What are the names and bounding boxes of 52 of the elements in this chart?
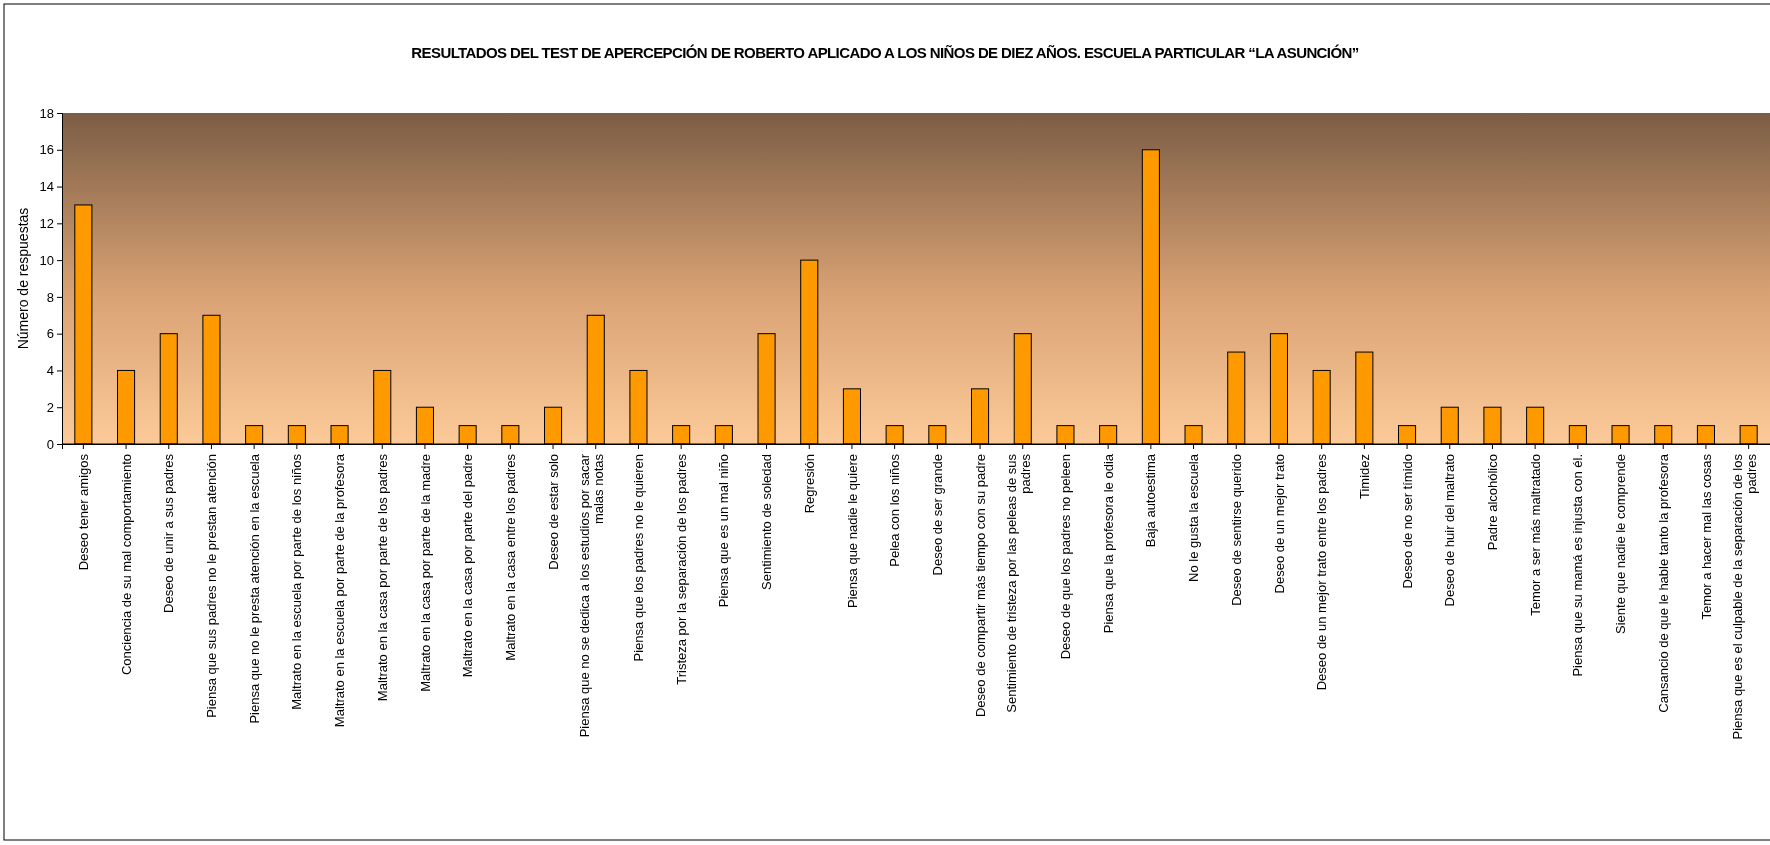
x-tick-label: Maltrato en la casa por parte de la madre — [417, 454, 433, 692]
x-tick-label: Temor a hacer mal las cosas — [1698, 453, 1714, 620]
x-tick-label: Baja autoestima — [1143, 453, 1159, 548]
x-tick-label: Siente que nadie le comprende — [1613, 454, 1629, 634]
y-tick-label: 2 — [46, 399, 54, 415]
y-axis-title: Número de respuestas — [15, 207, 31, 350]
x-tick-label: Deseo de que los padres no peleen — [1058, 454, 1073, 660]
chart-title: RESULTADOS DEL TEST DE APERCEPCIÓN DE ROBERTO APLICADO A LOS NIÑOS DE DIEZ AÑOS. ESCUELA PARTICULAR “LA ASUNCIÓN” — [411, 44, 1359, 61]
x-tick-label: Maltrato en la casa por parte de los padres — [374, 453, 390, 702]
x-tick-label: Maltrato en la casa por parte del padre — [460, 454, 476, 678]
y-tick-label: 16 — [39, 142, 54, 158]
y-tick-label: 10 — [39, 252, 54, 268]
x-tick-label: No le gusta la escuela — [1186, 453, 1202, 582]
x-tick-label: Deseo de huir del maltrato — [1442, 454, 1458, 607]
y-tick-label: 4 — [46, 363, 54, 379]
x-tick-label: Deseo de no ser tímido — [1399, 454, 1415, 589]
y-tick-label: 0 — [46, 436, 54, 452]
x-tick-label: Piensa que no se dedica a los estudios por sacar malas notas — [577, 453, 606, 738]
y-tick-label: 8 — [46, 289, 54, 305]
x-tick-label: Piensa que nadie le quiere — [844, 454, 860, 608]
x-tick-label: Deseo de unir a sus padres — [161, 453, 177, 613]
x-tick-label: Conciencia de su mal comportamiento — [118, 454, 134, 676]
x-tick-label: Deseo de estar solo — [545, 454, 561, 570]
x-tick-label: Deseo de ser grande — [929, 454, 945, 576]
x-tick-label: Sentimiento de tristeza por las peleas de sus padres — [1004, 453, 1033, 713]
x-tick-label: Tristeza por la separación de los padres — [673, 453, 689, 685]
x-tick-label: Timidez — [1356, 454, 1372, 500]
y-tick-label: 14 — [39, 179, 54, 195]
x-tick-label: Maltrato en la escuela por parte de los niños — [289, 453, 305, 710]
x-tick-label: Cansancio de que le hable tanto la profesora — [1655, 453, 1671, 713]
x-tick-label: Deseo de un mejor trato — [1271, 454, 1287, 594]
x-tick-label: Temor a ser más maltratado — [1527, 454, 1543, 616]
x-tick-label: Maltrato en la escuela por parte de la profesora — [332, 453, 348, 728]
y-tick-label: 18 — [39, 105, 54, 121]
x-tick-label: Piensa que sus padres no le prestan atención — [204, 454, 219, 718]
x-tick-label: Piensa que es el culpable de la separación de los padres — [1730, 453, 1759, 740]
x-tick-label: Piensa que es un mal niño — [716, 454, 732, 608]
x-tick-label: Deseo de compartir más tiempo con su padre — [972, 454, 988, 718]
x-tick-label: Sentimiento de soledad — [759, 454, 775, 590]
x-tick-label: Padre alcohólico — [1485, 454, 1500, 551]
x-tick-label: Piensa que no le presta atención en la escuela — [246, 453, 262, 724]
x-tick-label: Regresión — [801, 454, 817, 514]
y-tick-label: 12 — [39, 215, 54, 231]
x-tick-label: Maltrato en la casa entre los padres — [502, 453, 518, 661]
x-tick-label: Piensa que la profesora le odia — [1100, 453, 1116, 634]
x-tick-label: Piensa que su mamá es injusta con él. — [1570, 454, 1586, 677]
x-tick-label: Pelea con los niños — [887, 453, 903, 567]
x-tick-label: Piensa que los padres no le quieren — [631, 454, 646, 662]
y-tick-label: 6 — [46, 326, 54, 342]
x-tick-label: Deseo de sentirse querido — [1228, 454, 1244, 606]
x-tick-label: Deseo de un mejor trato entre los padres — [1314, 453, 1330, 691]
x-tick-label: Deseo tener amigos — [75, 453, 91, 571]
